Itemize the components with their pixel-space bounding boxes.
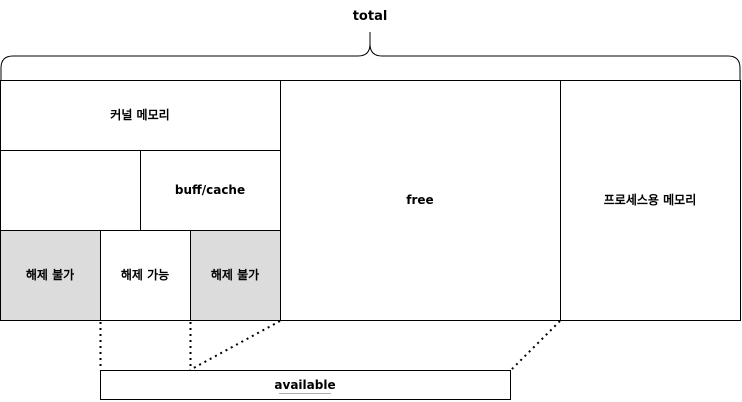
available-label: available <box>274 378 335 392</box>
connector-buff-cache-edge <box>189 320 281 371</box>
available-connectors <box>99 320 561 371</box>
reclaimable-box <box>100 230 191 321</box>
free-box <box>280 80 561 321</box>
free-label: free <box>406 193 433 207</box>
non-reclaimable-left-label: 해제 불가 <box>26 267 74 282</box>
non-reclaimable-right-box <box>190 230 281 321</box>
kernel-memory-box <box>0 80 281 151</box>
kernel-memory-label: 커널 메모리 <box>110 107 169 122</box>
non-reclaimable-right-label: 해제 불가 <box>211 267 259 282</box>
process-memory-label: 프로세스용 메모리 <box>604 192 697 207</box>
non-reclaimable-left-box <box>0 230 101 321</box>
process-memory-box <box>560 80 741 321</box>
connector-free-edge <box>510 320 561 371</box>
other-memory-box <box>0 150 141 231</box>
buff-cache-box <box>140 150 281 231</box>
reclaimable-label: 해제 가능 <box>121 267 169 282</box>
buff-cache-label: buff/cache <box>175 183 245 197</box>
total-label: total <box>353 9 388 24</box>
available-box <box>100 370 511 400</box>
total-brace <box>0 32 741 80</box>
